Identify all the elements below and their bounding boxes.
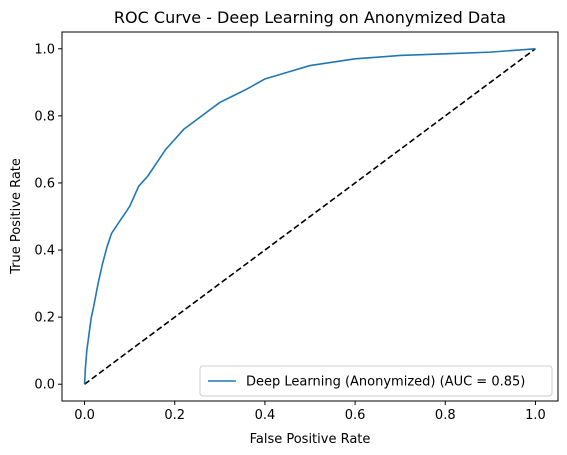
y-tick-label: 0.8	[34, 109, 55, 124]
y-axis-ticks: 0.0 0.2 0.4 0.6 0.8 1.0	[34, 42, 62, 393]
legend-box	[199, 365, 553, 397]
x-tick-label: 1.0	[525, 408, 546, 423]
y-tick-label: 1.0	[34, 42, 55, 57]
legend: Deep Learning (Anonymized) (AUC = 0.85)	[199, 365, 553, 397]
x-tick-label: 0.0	[74, 408, 95, 423]
y-tick-label: 0.0	[34, 378, 55, 393]
series-line-roc-curve	[83, 47, 536, 385]
series-line-chance-diagonal	[84, 48, 536, 385]
x-tick-label: 0.4	[255, 408, 276, 423]
plot-content	[83, 47, 536, 385]
y-tick-label: 0.2	[34, 311, 55, 326]
x-tick-label: 0.8	[435, 408, 456, 423]
y-axis-label: True Positive Rate	[9, 158, 24, 275]
x-tick-label: 0.2	[164, 408, 185, 423]
x-axis-ticks: 0.0 0.2 0.4 0.6 0.8 1.0	[74, 401, 546, 423]
y-tick-label: 0.6	[34, 176, 55, 191]
x-axis-label: False Positive Rate	[250, 432, 371, 447]
legend-entry-label: Deep Learning (Anonymized) (AUC = 0.85)	[246, 375, 525, 390]
y-tick-label: 0.4	[34, 244, 55, 259]
x-tick-label: 0.6	[345, 408, 366, 423]
plot-frame	[61, 31, 559, 402]
chart-title: ROC Curve - Deep Learning on Anonymized …	[114, 8, 506, 27]
